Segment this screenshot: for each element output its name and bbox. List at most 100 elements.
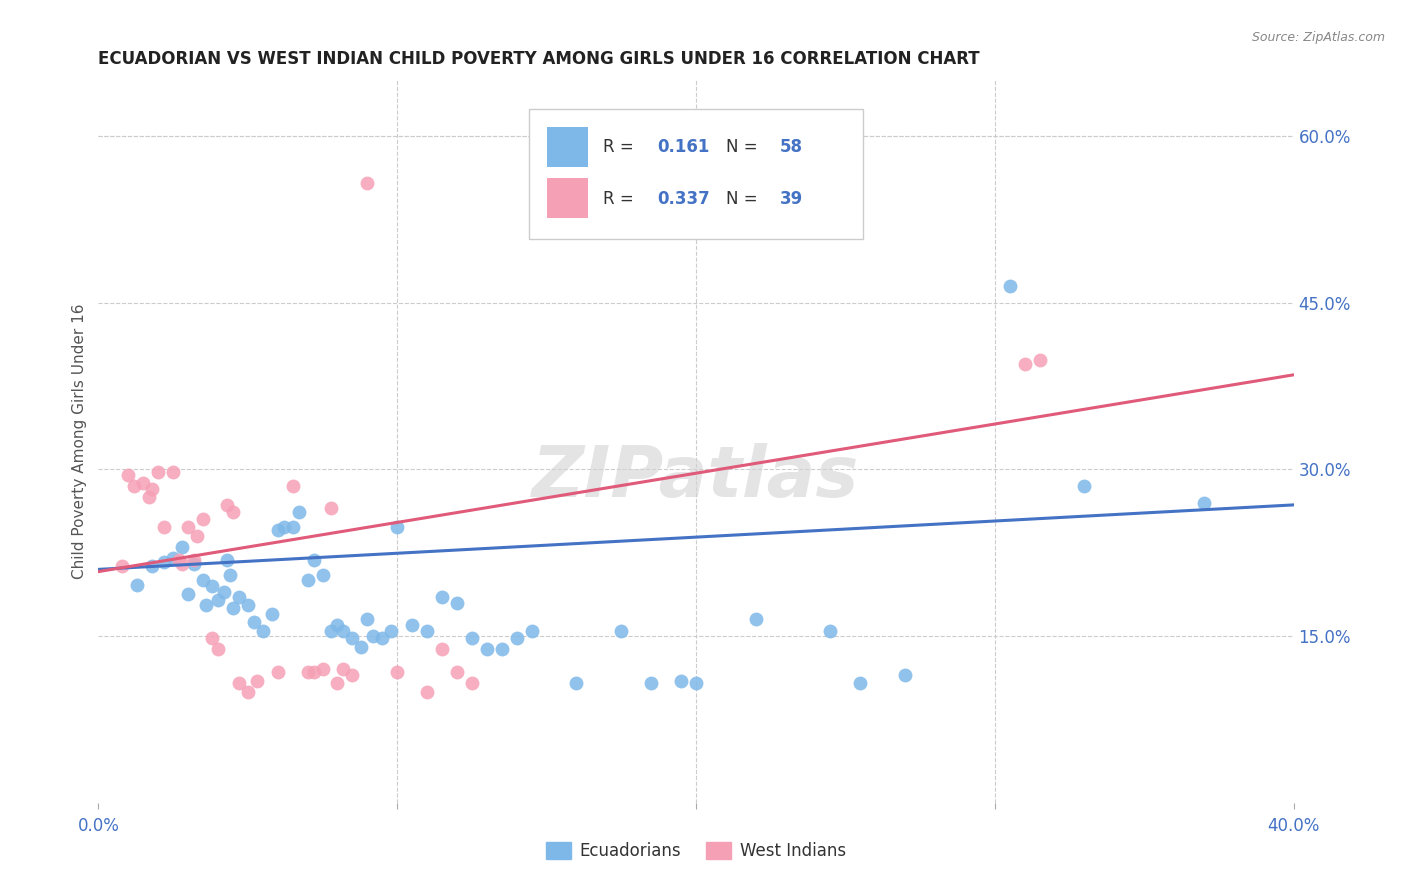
Point (124, 479, 146, 493)
Point (212, 584, 235, 599)
Bar (547, 178, 589, 218)
Point (127, 578, 149, 592)
Point (172, 540, 194, 554)
Point (371, 632, 394, 646)
Point (222, 505, 245, 519)
Point (141, 483, 163, 497)
Point (356, 612, 378, 626)
Point (640, 675, 662, 690)
Point (201, 579, 224, 593)
Point (350, 640, 373, 655)
Point (446, 665, 468, 679)
Point (461, 675, 484, 690)
Legend: Ecuadorians, West Indians: Ecuadorians, West Indians (540, 835, 852, 867)
Point (252, 624, 274, 638)
Point (287, 505, 309, 519)
Point (416, 684, 439, 698)
Point (302, 665, 325, 679)
Point (311, 662, 333, 676)
Point (1192, 496, 1215, 510)
Point (1028, 353, 1050, 368)
Point (461, 632, 484, 646)
Point (183, 557, 205, 571)
Point (849, 675, 872, 690)
Point (138, 490, 160, 504)
Text: 58: 58 (779, 137, 803, 156)
Point (326, 618, 349, 632)
Bar (547, 128, 589, 167)
Point (191, 512, 214, 526)
Point (446, 596, 468, 610)
Point (246, 673, 269, 688)
Point (148, 465, 170, 479)
Point (273, 520, 295, 534)
Point (363, 629, 385, 643)
Point (186, 529, 208, 543)
Point (332, 624, 354, 638)
Point (222, 601, 245, 615)
Point (342, 668, 364, 682)
Point (177, 520, 200, 534)
Point (243, 615, 266, 629)
Y-axis label: Child Poverty Among Girls Under 16: Child Poverty Among Girls Under 16 (72, 304, 87, 579)
Point (132, 475, 155, 490)
Point (520, 624, 543, 638)
Point (311, 568, 333, 582)
Point (215, 498, 238, 512)
Point (475, 642, 498, 657)
Point (267, 524, 290, 538)
Point (260, 607, 283, 621)
Text: 39: 39 (779, 191, 803, 209)
Point (385, 520, 409, 534)
Point (416, 624, 439, 638)
Point (321, 624, 343, 638)
Point (281, 479, 304, 493)
Point (236, 684, 259, 698)
Point (297, 574, 319, 588)
Point (385, 665, 409, 679)
Point (356, 176, 378, 190)
Text: 0.161: 0.161 (658, 137, 710, 156)
Point (162, 465, 184, 479)
Point (332, 662, 354, 676)
Point (610, 624, 633, 638)
Text: ECUADORIAN VS WEST INDIAN CHILD POVERTY AMONG GIRLS UNDER 16 CORRELATION CHART: ECUADORIAN VS WEST INDIAN CHILD POVERTY … (98, 50, 980, 68)
Point (195, 598, 218, 612)
Text: 0.337: 0.337 (658, 191, 710, 209)
Point (111, 559, 134, 574)
Point (342, 632, 364, 646)
Text: R =: R = (603, 137, 638, 156)
Point (172, 557, 194, 571)
Point (401, 618, 423, 632)
Point (267, 665, 290, 679)
Point (998, 279, 1021, 293)
Point (321, 501, 343, 516)
Text: ZIPatlas: ZIPatlas (533, 443, 859, 512)
Point (820, 624, 842, 638)
Point (141, 559, 163, 574)
Point (236, 598, 259, 612)
Point (297, 665, 319, 679)
Text: N =: N = (725, 191, 762, 209)
Point (565, 675, 588, 690)
Point (215, 553, 238, 567)
Point (207, 642, 229, 657)
Text: R =: R = (603, 191, 638, 209)
Point (302, 553, 325, 567)
Point (162, 551, 184, 566)
Text: Source: ZipAtlas.com: Source: ZipAtlas.com (1251, 31, 1385, 45)
Point (894, 668, 917, 682)
Point (183, 553, 205, 567)
Point (207, 593, 229, 607)
Point (167, 553, 190, 567)
Point (430, 590, 453, 604)
Point (491, 642, 513, 657)
Point (177, 587, 200, 601)
Point (281, 520, 304, 534)
Point (191, 574, 214, 588)
Point (506, 632, 529, 646)
Point (326, 675, 349, 690)
Point (228, 590, 250, 604)
Point (117, 467, 139, 482)
Point (669, 673, 692, 688)
